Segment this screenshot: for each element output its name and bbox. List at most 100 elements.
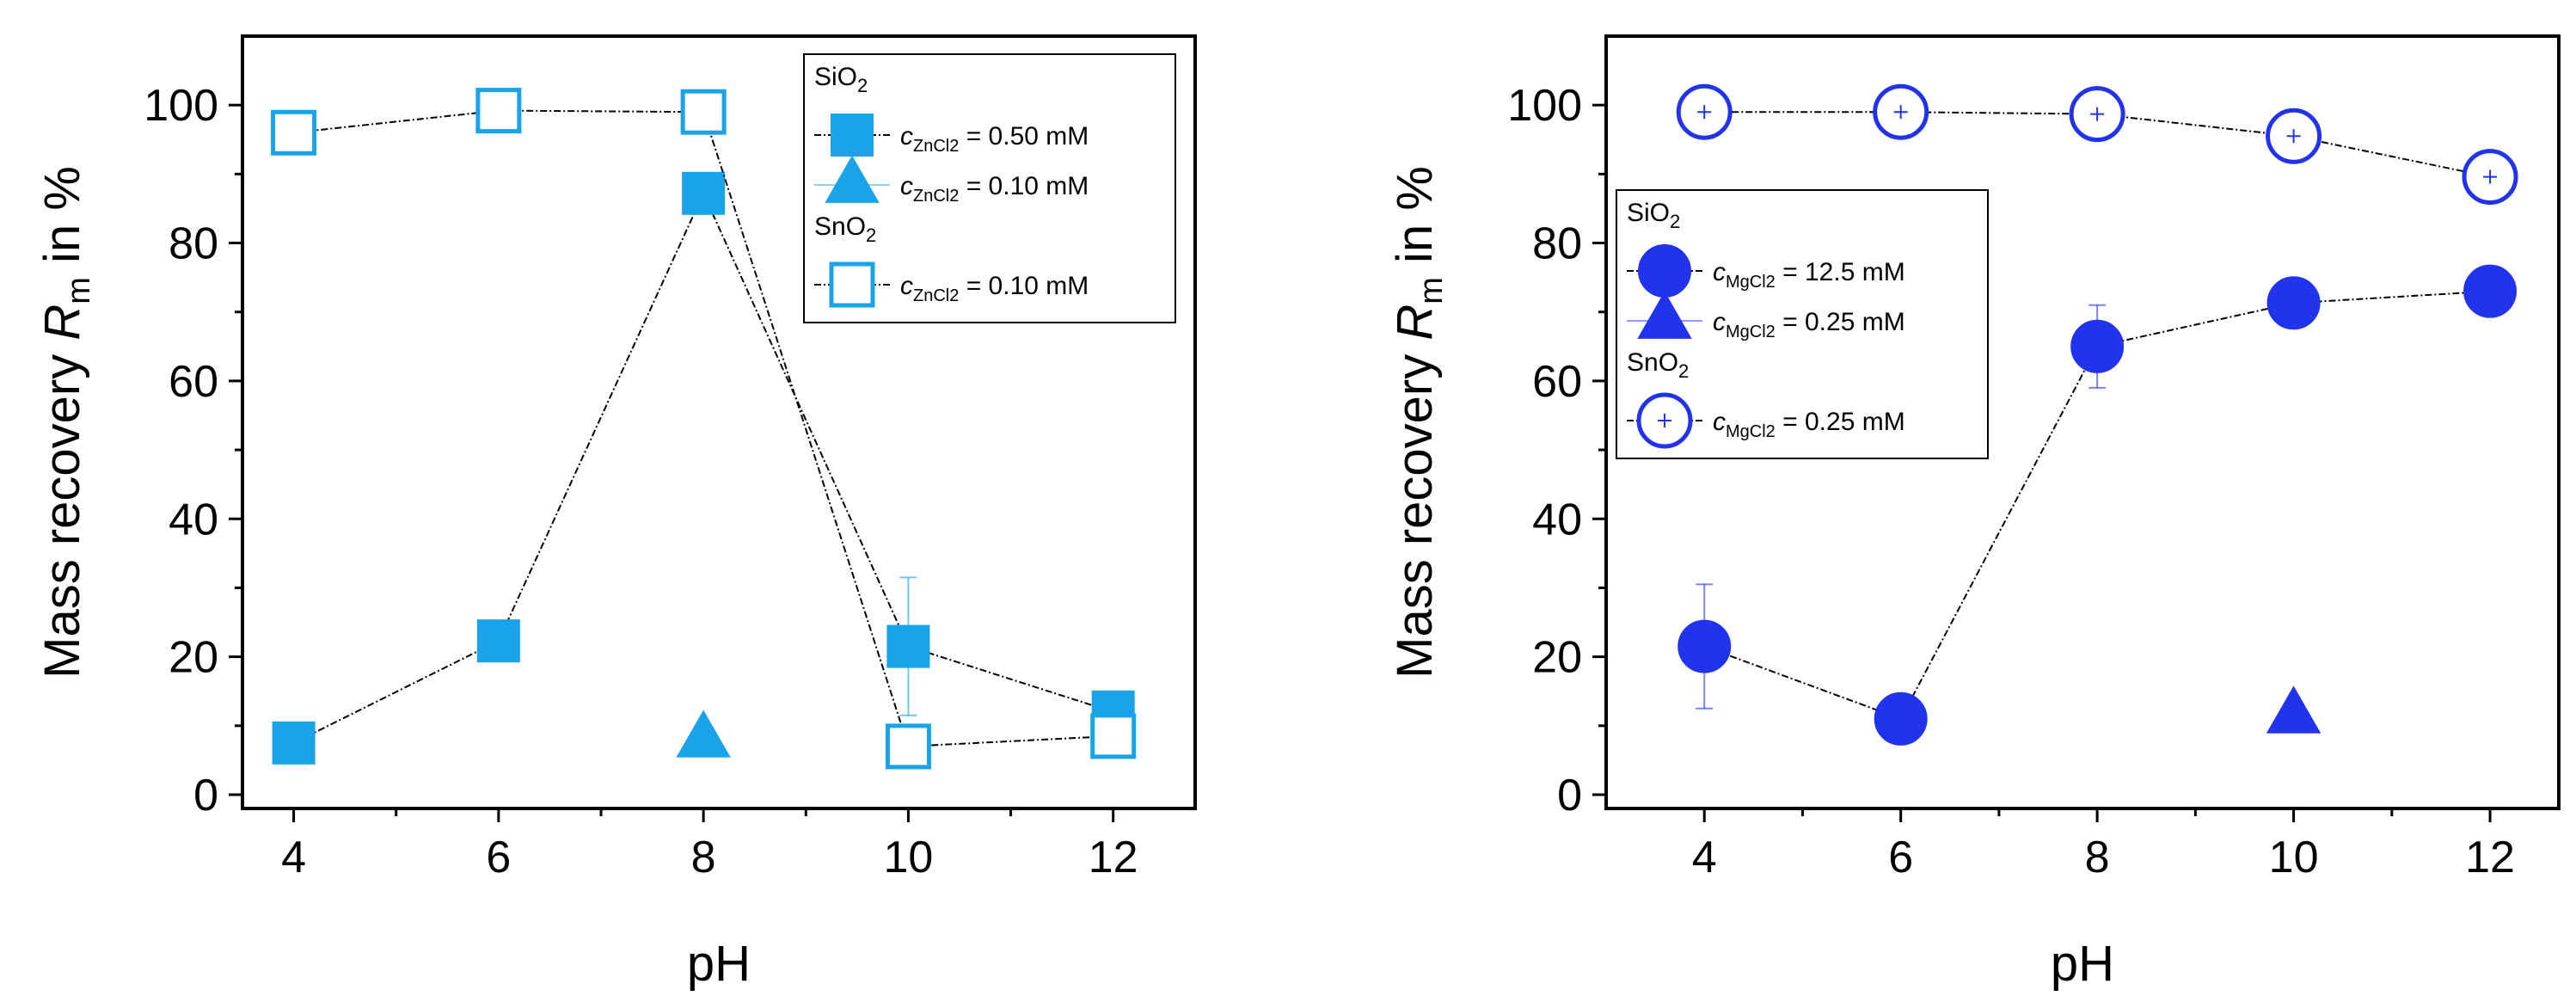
y-tick-label: 40	[1532, 495, 1582, 544]
data-point	[886, 624, 930, 668]
legend-value: = 0.50 mM	[959, 122, 1089, 151]
x-tick-label: 8	[2085, 833, 2110, 882]
legend-var-sub: MgCl2	[1726, 323, 1776, 341]
series-line	[1703, 290, 2491, 721]
x-tick-label: 4	[281, 833, 306, 882]
legend-group-base: SnO	[1627, 348, 1678, 377]
legend-marker	[829, 261, 875, 308]
legend-group-title: SnO2	[814, 212, 876, 246]
data-point	[885, 723, 931, 770]
series-1	[676, 710, 731, 758]
series-0	[272, 171, 1135, 765]
legend-group-sub: 2	[1678, 360, 1689, 382]
legend-value: = 0.10 mM	[959, 272, 1089, 300]
legend-var-sub: ZnCl2	[913, 286, 959, 305]
x-tick-label: 8	[691, 833, 716, 882]
legend-var: c	[1713, 258, 1726, 286]
x-tick-label: 10	[2269, 833, 2319, 882]
legend-var-sub: ZnCl2	[913, 187, 959, 206]
legend-label: cZnCl2 = 0.10 mM	[900, 172, 1089, 206]
series-2	[271, 88, 1137, 770]
legend-var: c	[900, 172, 913, 200]
data-point	[476, 619, 520, 663]
x-axis-title: pH	[2051, 936, 2114, 992]
legend-group-title: SiO2	[1627, 199, 1680, 232]
y-title-main: Mass recovery	[1387, 341, 1443, 679]
y-title-sub: m	[61, 277, 97, 304]
data-point	[2463, 264, 2518, 318]
legend-label: cMgCl2 = 12.5 mM	[1713, 258, 1905, 292]
legend-group-sub: 2	[1670, 211, 1680, 232]
legend-var: c	[1713, 408, 1726, 436]
legend-marker	[1638, 244, 1691, 298]
y-tick-label: 80	[169, 219, 218, 269]
series-line	[1704, 111, 2491, 178]
legend-label: cZnCl2 = 0.50 mM	[900, 122, 1089, 156]
legend-marker	[1637, 291, 1692, 339]
legend-var-sub: MgCl2	[1726, 273, 1776, 292]
x-axis-title: pH	[687, 936, 751, 992]
y-title-var: R	[34, 304, 90, 341]
legend-label: cZnCl2 = 0.10 mM	[900, 272, 1089, 305]
y-title-main: Mass recovery	[34, 341, 90, 679]
plot-frame	[241, 34, 1197, 810]
legend-var-sub: MgCl2	[1726, 422, 1776, 441]
legend-var-sub: ZnCl2	[913, 137, 959, 156]
data-point	[272, 721, 316, 765]
x-tick-label: 6	[1888, 833, 1913, 882]
y-tick-label: 20	[1532, 633, 1582, 683]
x-tick-label: 12	[2465, 833, 2515, 882]
legend-var: c	[900, 122, 913, 151]
series-2	[1676, 83, 2518, 206]
legend-group-title: SiO2	[814, 63, 868, 96]
legend-value: = 0.25 mM	[1776, 308, 1905, 336]
legend-value: = 0.25 mM	[1776, 408, 1905, 436]
y-tick-label: 0	[193, 771, 218, 821]
plot-frame	[1604, 34, 2561, 810]
y-title-var: R	[1387, 304, 1443, 341]
y-tick-label: 20	[169, 633, 218, 683]
data-point	[680, 89, 727, 135]
x-tick-label: 4	[1692, 833, 1717, 882]
data-point	[2070, 319, 2125, 373]
data-point	[1874, 692, 1928, 746]
y-tick-label: 60	[169, 357, 218, 407]
data-point	[1677, 619, 1732, 673]
data-point	[271, 109, 317, 156]
data-point	[475, 88, 522, 134]
x-tick-label: 6	[486, 833, 511, 882]
data-point	[2266, 685, 2321, 734]
y-tick-label: 60	[1532, 357, 1582, 407]
legend-value: = 12.5 mM	[1776, 258, 1905, 286]
legend-var: c	[900, 272, 913, 300]
chart-panel-left: 4 6 8 10 12 0 20 40 60 80 100 pH Mass recovery Rm in…	[34, 34, 1197, 992]
legend-label: cMgCl2 = 0.25 mM	[1713, 308, 1905, 341]
data-point	[676, 710, 731, 758]
y-tick-label: 80	[1532, 219, 1582, 269]
y-tick-label: 100	[144, 81, 218, 131]
series-1	[2266, 685, 2321, 734]
legend-group-base: SiO	[814, 63, 857, 91]
data-point	[682, 171, 726, 215]
legend-value: = 0.10 mM	[959, 172, 1089, 200]
legend-marker	[825, 155, 880, 203]
x-tick-label: 10	[883, 833, 933, 882]
series-line	[293, 109, 1113, 747]
y-tick-label: 40	[169, 495, 218, 544]
y-tick-label: 0	[1557, 771, 1582, 821]
chart-panel-right: 4 6 8 10 12 0 20 40 60 80 100 pH Mass recovery Rm in…	[1387, 34, 2561, 992]
legend-group-sub: 2	[857, 75, 868, 96]
legend-label: cMgCl2 = 0.25 mM	[1713, 408, 1905, 441]
legend-group-title: SnO2	[1627, 348, 1689, 382]
legend-group-base: SnO	[814, 212, 866, 241]
data-point	[2266, 276, 2321, 330]
data-point	[1090, 713, 1137, 759]
legend-group-sub: 2	[866, 224, 876, 246]
y-title-tail: in %	[34, 166, 90, 277]
legend-marker	[831, 114, 874, 157]
legend-var: c	[1713, 308, 1726, 336]
x-tick-label: 12	[1089, 833, 1138, 882]
